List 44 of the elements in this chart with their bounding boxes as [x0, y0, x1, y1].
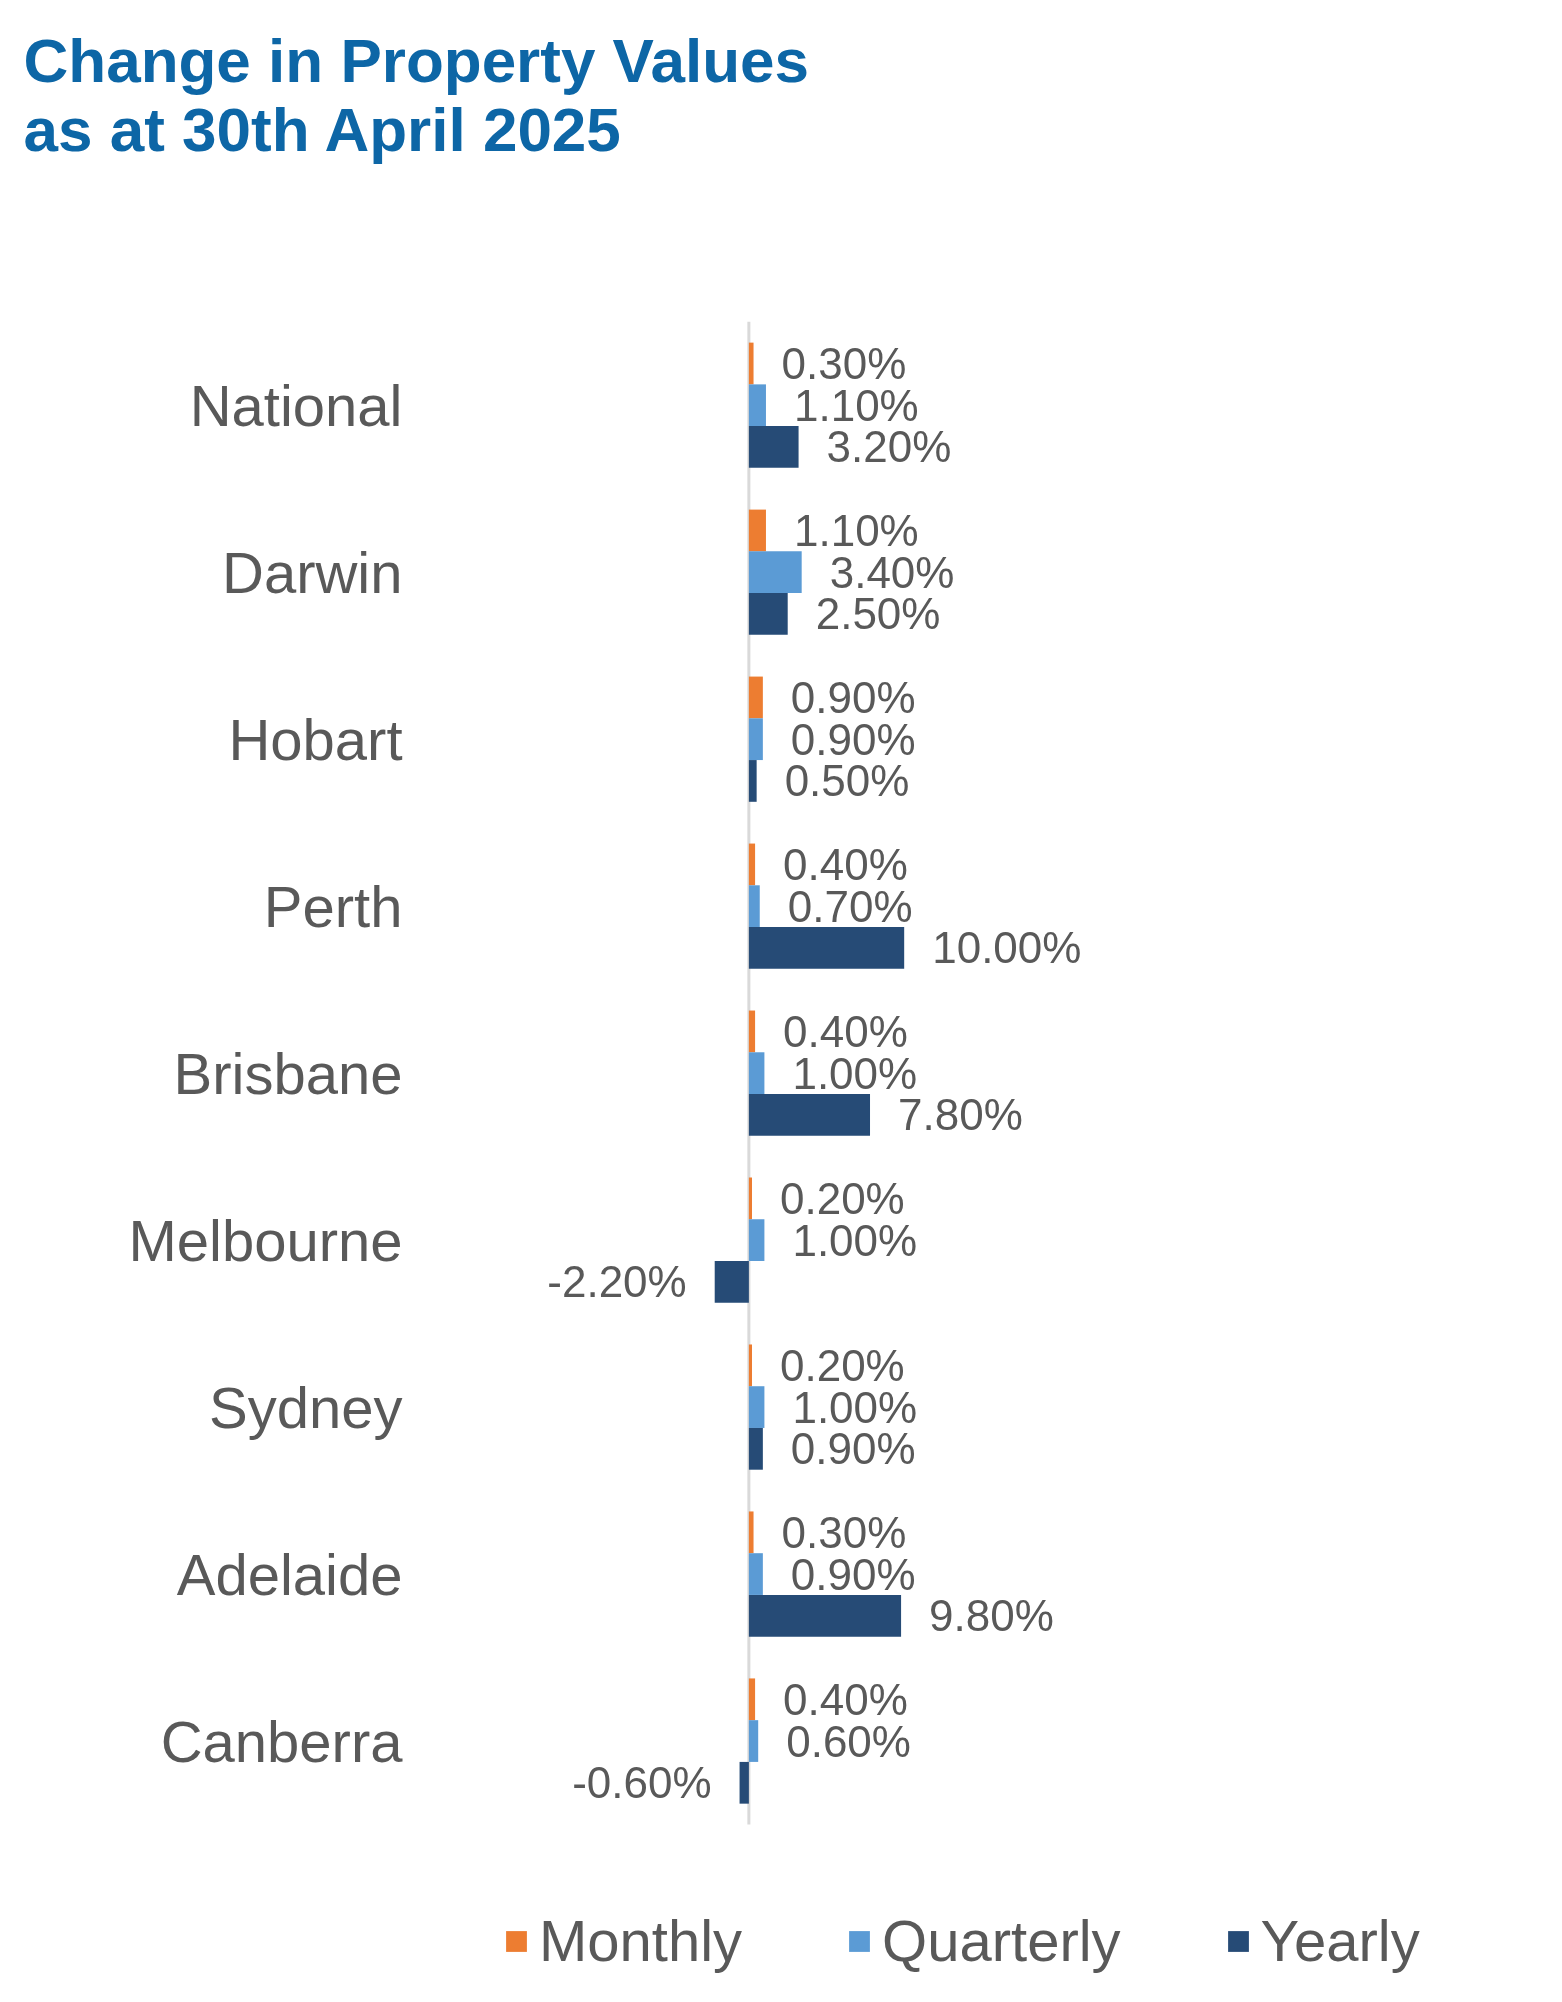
- data-label: -2.20%: [547, 1257, 687, 1307]
- y-tick-label: Sydney: [209, 1374, 403, 1440]
- y-tick-label: Melbourne: [128, 1207, 403, 1273]
- bar: [748, 1553, 763, 1595]
- bar: [748, 760, 757, 802]
- legend-label: Yearly: [1260, 1907, 1420, 1974]
- y-tick-label: National: [189, 372, 403, 438]
- data-label: -0.60%: [572, 1758, 712, 1808]
- y-tick-label: Darwin: [222, 539, 403, 605]
- bar: [748, 509, 766, 552]
- bar: [748, 927, 905, 969]
- bar: [748, 843, 756, 886]
- bar: [748, 384, 766, 427]
- y-tick-label: Hobart: [228, 706, 403, 772]
- bar: [748, 1594, 902, 1637]
- bar: [748, 1094, 871, 1136]
- bar: [748, 1344, 752, 1387]
- y-tick-label: Brisbane: [173, 1040, 403, 1106]
- bar: [748, 1010, 756, 1053]
- bar: [748, 342, 754, 385]
- bar: [748, 1386, 765, 1428]
- legend-label: Quarterly: [882, 1907, 1121, 1974]
- bar: [739, 1761, 749, 1804]
- bar: [748, 426, 799, 468]
- bar: [748, 1678, 756, 1721]
- bar: [748, 676, 763, 719]
- bar: [748, 1219, 765, 1261]
- bar: [748, 718, 763, 761]
- legend-label: Monthly: [539, 1907, 743, 1974]
- bar: [748, 1720, 759, 1762]
- bar: [748, 1052, 765, 1095]
- chart-title: Change in Property Values as at 30th April 2025: [23, 25, 810, 164]
- bar: [748, 593, 788, 635]
- y-tick-label: Canberra: [160, 1708, 404, 1774]
- data-label: 9.80%: [929, 1591, 1054, 1641]
- data-label: 10.00%: [932, 923, 1082, 973]
- bar: [714, 1260, 749, 1303]
- y-tick-label: Adelaide: [176, 1541, 403, 1607]
- bar: [748, 1177, 752, 1220]
- bar: [748, 1511, 754, 1554]
- bar: [748, 885, 760, 928]
- bar: [748, 1427, 763, 1470]
- bar: [748, 551, 802, 594]
- y-tick-label: Perth: [263, 873, 403, 939]
